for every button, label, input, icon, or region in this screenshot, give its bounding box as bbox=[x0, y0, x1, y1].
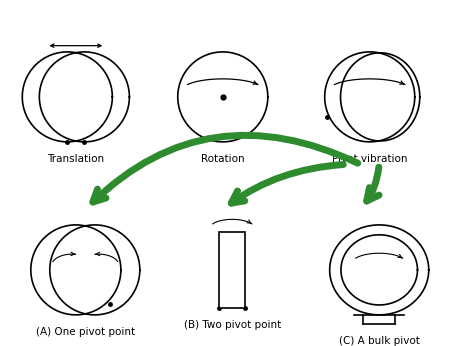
Text: (A) One pivot point: (A) One pivot point bbox=[36, 327, 135, 337]
Text: Translation: Translation bbox=[47, 154, 104, 164]
Text: (C) A bulk pivot: (C) A bulk pivot bbox=[339, 336, 419, 346]
Text: (B) Two pivot point: (B) Two pivot point bbox=[183, 320, 281, 330]
Bar bbox=[219, 232, 246, 308]
Text: Rotation: Rotation bbox=[201, 154, 245, 164]
Text: Pivot vibration: Pivot vibration bbox=[332, 154, 408, 164]
